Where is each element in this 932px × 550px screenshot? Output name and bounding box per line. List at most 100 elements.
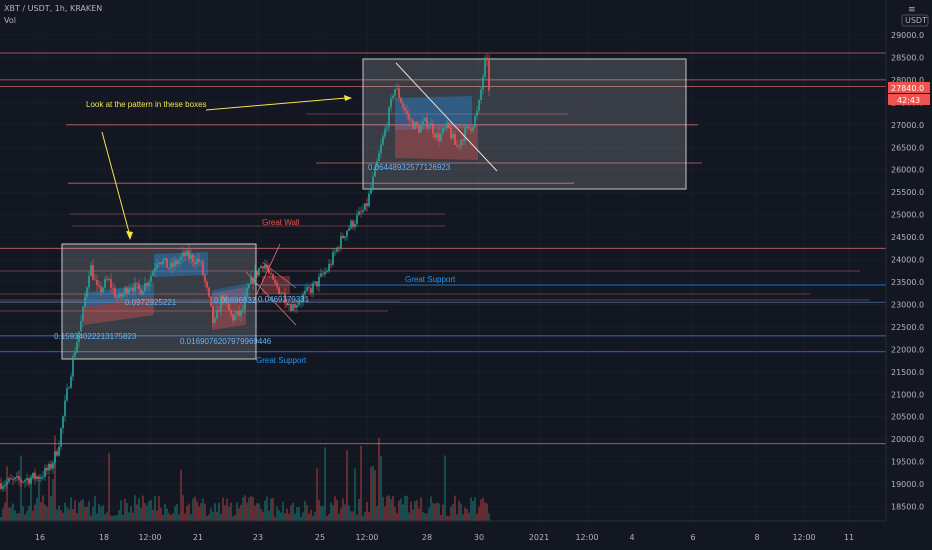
x-tick-label: 23 <box>253 533 263 542</box>
trendline-mid-c[interactable] <box>261 261 297 289</box>
volume-bar <box>250 496 252 521</box>
volume-bar <box>258 503 260 521</box>
candle-body <box>224 296 226 303</box>
volume-bar <box>188 503 190 521</box>
volume-bar <box>24 514 26 521</box>
volume-bar <box>48 475 50 521</box>
volume-bar <box>234 514 236 521</box>
time-axis-bg[interactable] <box>0 521 932 550</box>
candle-body <box>54 451 56 463</box>
candle-body <box>320 273 322 277</box>
candle-body <box>2 486 4 489</box>
candle-body <box>132 288 134 292</box>
volume-bar <box>278 510 280 521</box>
volume-bar <box>434 503 436 521</box>
candle-body <box>460 139 462 146</box>
volume-bar <box>488 513 490 521</box>
volume-bar <box>56 509 58 521</box>
volume-indicator-label[interactable]: Vol <box>4 16 16 25</box>
candle-body <box>306 287 308 291</box>
menu-icon[interactable]: ≡ <box>908 5 916 15</box>
candle-body <box>110 279 112 289</box>
candle-body <box>28 478 30 484</box>
volume-bar <box>394 506 396 521</box>
volume-bar <box>286 508 288 521</box>
volume-bar <box>288 513 290 521</box>
candles <box>0 53 490 493</box>
trendline-mid-b[interactable] <box>253 243 281 301</box>
candle-body <box>210 296 212 307</box>
volume-bar <box>440 514 442 521</box>
candle-body <box>10 478 12 480</box>
candle-body <box>96 280 98 286</box>
candle-body <box>416 121 418 127</box>
volume-bar <box>212 512 214 521</box>
volume-bar <box>128 512 130 521</box>
volume-bar <box>12 503 14 521</box>
candle-body <box>66 388 68 401</box>
candle-body <box>126 287 128 294</box>
y-tick-label: 23500.0 <box>891 278 924 287</box>
volume-bar <box>182 495 184 521</box>
arrow-to-left-box <box>101 131 131 237</box>
time-axis-ticks: 16 18 12:00 21 23 25 12:00 28 30 2021 12:00 4 6 8 12:0… <box>35 533 854 542</box>
candle-body <box>288 303 290 306</box>
candle-body <box>292 304 294 312</box>
currency-badge[interactable] <box>901 14 929 27</box>
volume-bar <box>332 505 334 521</box>
volume-bar <box>480 499 482 521</box>
volume-bar <box>406 496 408 521</box>
volume-bar <box>256 503 258 521</box>
volume-bar <box>78 502 80 521</box>
volume-bar <box>38 479 40 521</box>
candle-body <box>182 252 184 257</box>
candle-body <box>426 117 428 127</box>
candle-body <box>352 220 354 227</box>
candle-body <box>44 467 46 477</box>
volume-bar <box>374 469 376 521</box>
candle-body <box>418 126 420 133</box>
candle-body <box>148 281 150 286</box>
x-tick-label: 12:00 <box>138 533 161 542</box>
volume-bar <box>248 497 250 521</box>
volume-bar <box>60 510 62 521</box>
candle-body <box>268 269 270 274</box>
volume-bar <box>290 505 292 521</box>
volume-bar <box>326 516 328 521</box>
candle-body <box>222 295 224 303</box>
candle-body <box>34 472 36 479</box>
candle-body <box>178 260 180 265</box>
candle-body <box>266 264 268 270</box>
currency-label: USDT <box>905 16 927 25</box>
trendline-right[interactable] <box>395 62 498 172</box>
candle-body <box>308 287 310 289</box>
candle-body <box>250 277 252 285</box>
volume-bar <box>344 504 346 521</box>
candle-body <box>484 57 486 77</box>
candle-body <box>402 102 404 108</box>
volume-bar <box>46 506 48 521</box>
candle-body <box>102 287 104 293</box>
volume-bar <box>360 445 362 521</box>
trendline-mid-a[interactable] <box>245 271 297 326</box>
candle-body <box>236 310 238 316</box>
candle-body <box>176 260 178 265</box>
candle-body <box>206 281 208 288</box>
volume-bar <box>448 516 450 521</box>
volume-bar <box>8 507 10 521</box>
volume-bar <box>368 512 370 521</box>
volume-bars <box>0 435 490 521</box>
fib-label-1: 0.15934022213175823 <box>54 332 137 341</box>
last-price-text: 27840.0 <box>891 84 924 93</box>
volume-bar <box>152 509 154 521</box>
candle-body <box>360 211 362 213</box>
volume-bar <box>430 496 432 521</box>
candle-body <box>40 477 42 479</box>
volume-bar <box>478 506 480 521</box>
volume-bar <box>82 499 84 521</box>
candle-body <box>262 266 264 269</box>
candle-body <box>442 128 444 134</box>
candle-body <box>366 203 368 207</box>
candle-body <box>242 309 244 311</box>
